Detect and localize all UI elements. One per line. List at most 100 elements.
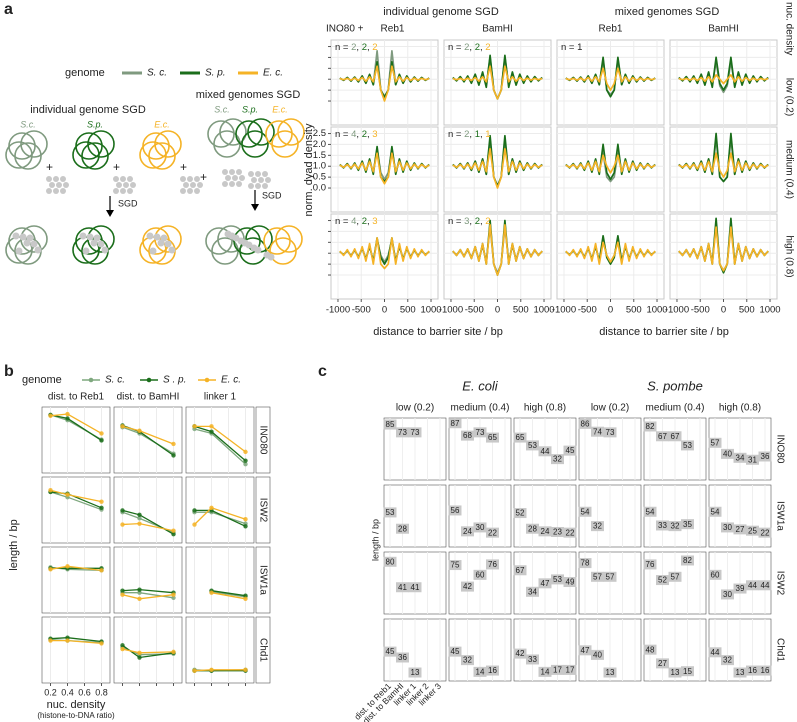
point	[171, 592, 176, 597]
curve	[565, 56, 656, 98]
panel-label: a	[4, 1, 13, 18]
value-box	[758, 665, 772, 676]
point	[137, 587, 142, 592]
histone	[267, 253, 275, 261]
trend-line	[211, 592, 246, 600]
n-label: n = 2, 2, 2	[335, 42, 378, 53]
value-label: 17	[553, 666, 562, 675]
point	[137, 512, 142, 518]
curve	[452, 65, 543, 100]
value-box	[486, 527, 499, 538]
species-label: E.c.	[272, 104, 288, 114]
point	[48, 413, 53, 418]
dna-loop	[271, 130, 299, 158]
species-label: S.p.	[242, 104, 258, 114]
histone	[46, 188, 52, 194]
value-label: 13	[411, 668, 420, 677]
plot-panel	[185, 546, 255, 614]
n-value: 1	[485, 129, 490, 140]
x-tick-label: 1000	[759, 305, 780, 316]
histone	[245, 241, 253, 249]
value-box	[461, 655, 474, 666]
dna-loop	[205, 227, 233, 255]
point	[243, 458, 248, 463]
n-separator: ,	[480, 129, 485, 140]
dna-loop	[20, 130, 48, 158]
value-box	[383, 419, 397, 430]
value-label: 76	[646, 560, 655, 569]
value-box	[591, 649, 604, 660]
value-box	[383, 646, 397, 657]
value-label: 16	[748, 666, 757, 675]
n-value: 2	[485, 216, 490, 227]
value-label: 53	[528, 441, 537, 450]
histone	[15, 247, 23, 255]
point	[209, 590, 214, 595]
n-prefix: n =	[335, 216, 351, 227]
histone	[19, 233, 27, 241]
x-axis-sublabel: (histone-to-DNA ratio)	[37, 711, 115, 720]
histone	[63, 182, 69, 188]
histone	[53, 188, 59, 194]
row-label: ISW1a	[774, 501, 785, 531]
point	[65, 564, 70, 569]
value-box	[733, 583, 747, 594]
y-axis-label: norm. dyad density	[303, 123, 315, 216]
y-axis-label: length / bp	[370, 519, 380, 561]
n-separator: ,	[356, 216, 361, 227]
value-box	[721, 448, 734, 459]
dna-loop	[269, 237, 297, 265]
n-value: 3	[372, 129, 377, 140]
histone	[12, 232, 20, 240]
histone	[120, 188, 126, 194]
value-label: 52	[658, 576, 667, 585]
value-label: 44	[761, 581, 770, 590]
legend-label: S. c.	[147, 68, 167, 79]
point	[99, 431, 104, 436]
value-box	[526, 654, 539, 665]
value-label: 60	[476, 570, 485, 579]
histone	[113, 176, 119, 182]
point	[137, 596, 142, 601]
curve	[339, 237, 430, 270]
histone	[164, 240, 172, 248]
value-box	[656, 431, 669, 442]
y-tick-label: 0.5	[313, 172, 326, 183]
x-tick-label: 0	[608, 305, 613, 316]
value-box	[396, 427, 409, 438]
value-box	[513, 508, 527, 519]
n-value: 2	[485, 42, 490, 53]
value-box	[563, 527, 577, 538]
value-label: 47	[581, 646, 590, 655]
value-label: 53	[386, 508, 395, 517]
point	[137, 590, 142, 595]
point	[120, 588, 125, 593]
value-box	[563, 577, 577, 588]
n-label: n = 2, 2, 2	[448, 42, 491, 53]
x-tick-label: -500	[352, 305, 371, 316]
value-box	[473, 569, 487, 580]
value-box	[721, 522, 734, 533]
histone	[79, 232, 87, 240]
n-value: 1	[577, 42, 582, 53]
value-label: 76	[488, 560, 497, 569]
n-value: 2	[475, 216, 480, 227]
value-label: 13	[736, 668, 745, 677]
value-label: 41	[411, 583, 420, 592]
point	[120, 646, 125, 652]
histone	[229, 169, 235, 175]
plus: +	[46, 160, 53, 174]
plot-panel	[41, 476, 111, 544]
value-box	[486, 559, 499, 570]
value-label: 68	[463, 431, 472, 440]
value-box	[408, 667, 422, 678]
histone	[101, 246, 109, 254]
value-box	[643, 644, 657, 655]
point	[99, 499, 104, 504]
curve	[678, 132, 769, 183]
point	[120, 508, 125, 513]
value-label: 82	[683, 556, 692, 565]
histone	[160, 234, 168, 242]
strip	[186, 389, 254, 404]
value-box	[733, 524, 747, 535]
